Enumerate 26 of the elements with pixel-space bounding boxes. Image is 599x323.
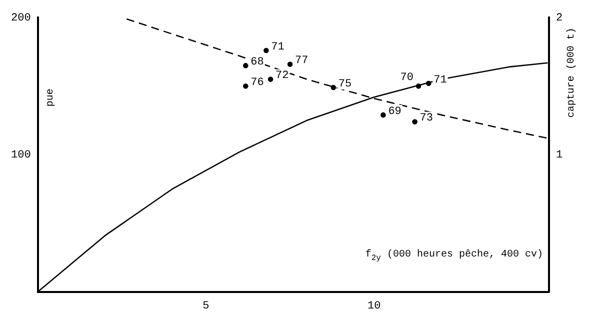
annotation: 70 — [400, 72, 414, 84]
point — [287, 62, 293, 67]
annotation: 72 — [276, 70, 289, 82]
y2-tick-label: 2 — [556, 12, 563, 25]
point — [412, 119, 418, 124]
point — [264, 48, 269, 54]
point — [330, 84, 336, 90]
annotation: 77 — [295, 55, 308, 68]
annotation: 75 — [338, 78, 352, 90]
annotation: 68 — [250, 56, 264, 68]
annotation: 76 — [250, 77, 264, 90]
annotation: 71 — [271, 41, 285, 54]
point — [380, 112, 386, 118]
point — [242, 62, 248, 68]
y-tick-label: 200 — [10, 12, 31, 25]
point — [242, 84, 248, 89]
y-axis-title: pue — [45, 88, 56, 107]
annotation: 69 — [388, 106, 402, 118]
annotation: 71 — [434, 74, 448, 86]
y-tick-label: 100 — [10, 150, 31, 162]
x-tick-label: 5 — [202, 300, 210, 312]
y2-tick-label: 1 — [556, 150, 563, 162]
annotation: 73 — [420, 112, 434, 125]
y2-axis-title: capture (000 t) — [566, 28, 578, 118]
point — [268, 76, 274, 82]
x-tick-label: 10 — [368, 300, 381, 312]
